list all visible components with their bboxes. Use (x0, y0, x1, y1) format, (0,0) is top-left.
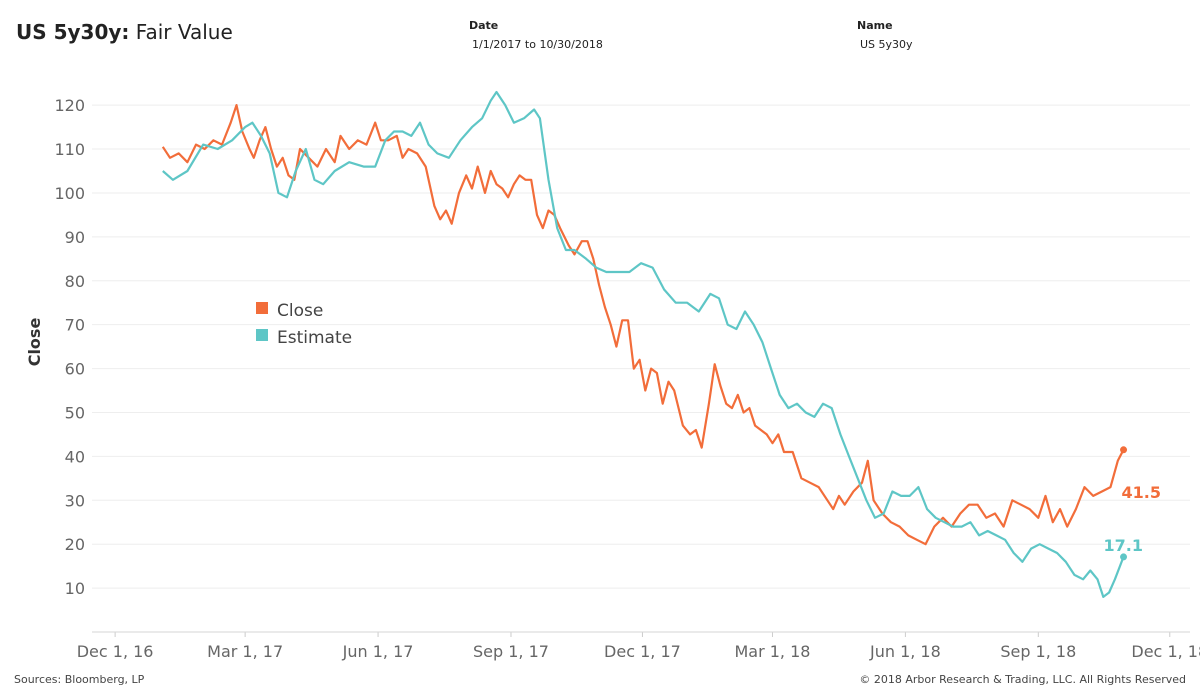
y-tick-label: 120 (54, 96, 85, 115)
series-lines (161, 90, 1128, 598)
legend-swatch-close (256, 302, 268, 314)
end-point-estimate[interactable] (1120, 553, 1128, 561)
y-tick-label: 50 (65, 403, 85, 422)
end-label-close: 41.5 (1122, 483, 1161, 502)
page-title: US 5y30y: Fair Value (16, 20, 233, 44)
series-line-estimate[interactable] (162, 90, 1125, 598)
y-tick-label: 40 (65, 447, 85, 466)
y-tick-label: 80 (65, 272, 85, 291)
x-tick-label: Dec 1, 16 (77, 642, 154, 661)
date-filter-value[interactable]: 1/1/2017 to 10/30/2018 (472, 38, 603, 51)
y-tick-label: 110 (54, 140, 85, 159)
x-tick-label: Mar 1, 17 (207, 642, 283, 661)
y-tick-label: 20 (65, 535, 85, 554)
series-line-close[interactable] (161, 104, 1125, 546)
x-tick-label: Mar 1, 18 (734, 642, 810, 661)
x-tick-label: Jun 1, 17 (342, 642, 414, 661)
legend-label-close[interactable]: Close (277, 301, 323, 321)
legend[interactable]: Close Estimate (256, 301, 352, 348)
date-filter[interactable]: Date 1/1/2017 to 10/30/2018 (469, 19, 603, 51)
x-axis-ticks: Dec 1, 16 Mar 1, 17 Jun 1, 17 Sep 1, 17 Dec … (77, 632, 1200, 661)
y-tick-label: 60 (65, 360, 85, 379)
y-tick-label: 30 (65, 491, 85, 510)
x-tick-label: Sep 1, 18 (1000, 642, 1076, 661)
date-filter-label: Date (469, 19, 499, 32)
y-axis-ticks: 10 20 30 40 50 60 70 80 90 100 110 120 (54, 96, 85, 598)
legend-swatch-estimate (256, 329, 268, 341)
gridlines (92, 104, 1190, 589)
y-tick-label: 90 (65, 228, 85, 247)
title-rest: Fair Value (129, 20, 233, 44)
y-tick-label: 10 (65, 579, 85, 598)
copyright-note: © 2018 Arbor Research & Trading, LLC. Al… (859, 673, 1186, 686)
legend-label-estimate[interactable]: Estimate (277, 328, 352, 348)
name-filter-label: Name (857, 19, 893, 32)
end-label-estimate: 17.1 (1104, 536, 1143, 555)
y-tick-label: 100 (54, 184, 85, 203)
name-filter-value[interactable]: US 5y30y (860, 38, 913, 51)
end-point-close[interactable] (1120, 446, 1128, 454)
x-tick-label: Dec 1, 18 (1131, 642, 1200, 661)
x-tick-label: Jun 1, 18 (869, 642, 941, 661)
x-tick-label: Sep 1, 17 (473, 642, 549, 661)
y-axis-label: Close (25, 318, 44, 367)
y-tick-label: 70 (65, 316, 85, 335)
sources-note: Sources: Bloomberg, LP (14, 673, 145, 686)
title-bold: US 5y30y: (16, 20, 130, 44)
x-tick-label: Dec 1, 17 (604, 642, 681, 661)
name-filter[interactable]: Name US 5y30y (857, 19, 913, 51)
